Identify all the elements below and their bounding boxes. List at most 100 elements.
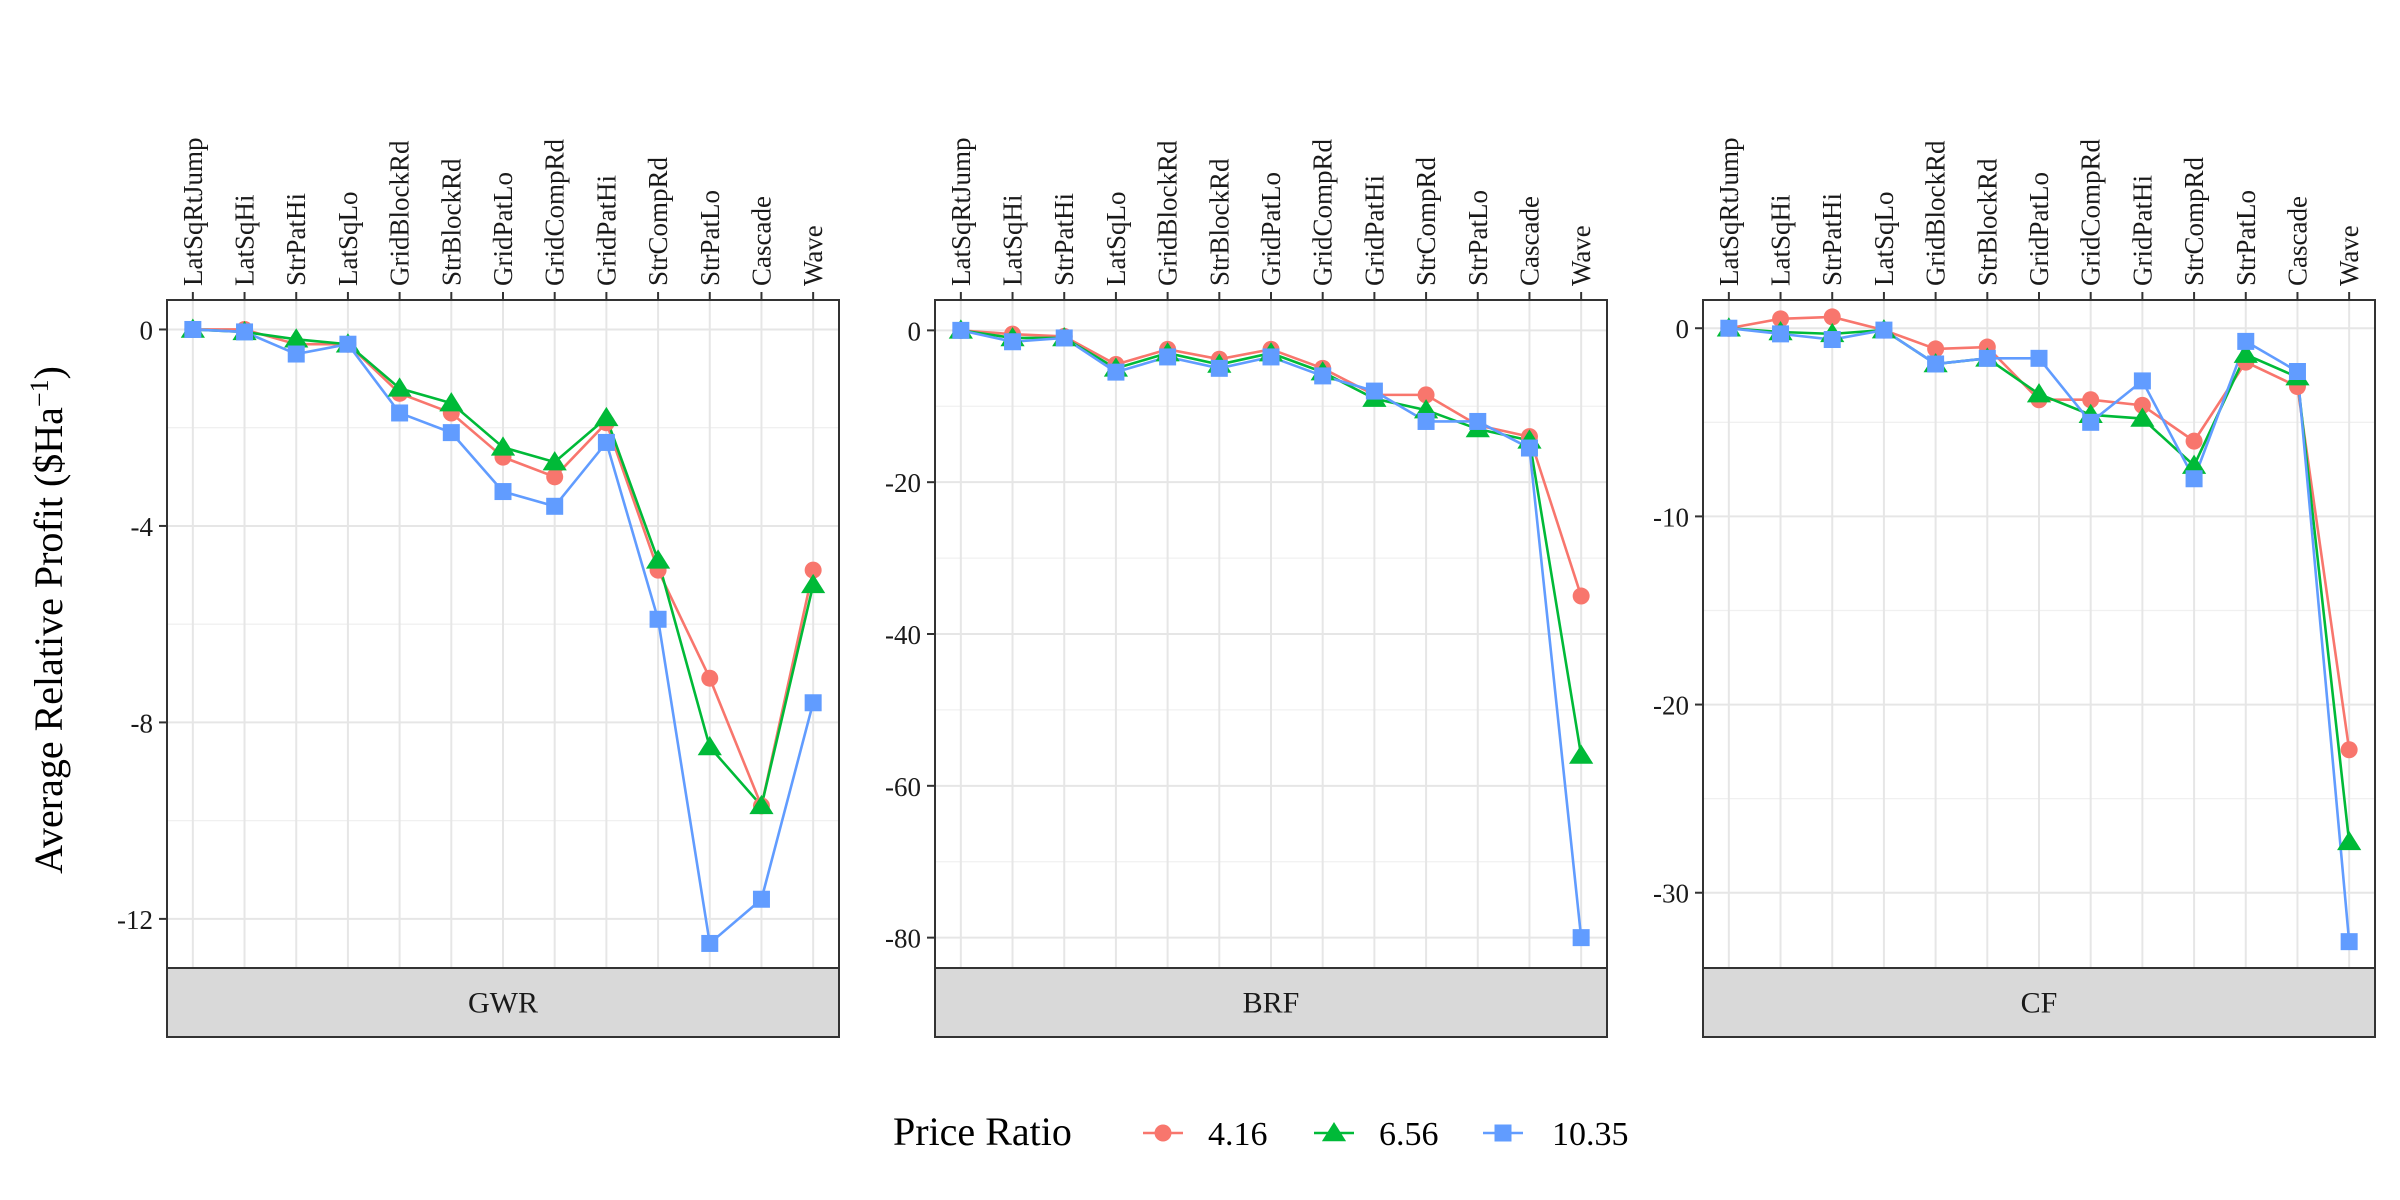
series-group (1716, 308, 2362, 951)
data-point (1365, 382, 1383, 400)
data-point (546, 497, 564, 515)
data-point (1004, 333, 1022, 351)
gridlines (935, 300, 1607, 968)
x-tick-label: LatSqHi (998, 195, 1028, 287)
data-point (2340, 741, 2358, 759)
data-point (1159, 348, 1177, 366)
y-axis-title: Average Relative Profit ($Ha−1) (25, 366, 72, 874)
x-tick-label: Wave (1566, 225, 1596, 286)
x-tick-label: GridCompRd (1308, 138, 1338, 286)
facet-strip (1702, 967, 2376, 1038)
data-point (1417, 386, 1435, 404)
data-point (752, 890, 770, 908)
data-point (391, 404, 409, 422)
data-point (2181, 454, 2207, 474)
data-point (2185, 470, 2203, 488)
x-tick-label: GridPatLo (1256, 172, 1286, 286)
y-tick-label: -12 (117, 905, 153, 935)
data-point (387, 377, 412, 397)
legend-label: 10.35 (1552, 1116, 1629, 1153)
gridlines (1703, 300, 2375, 968)
x-tick-label: LatSqLo (1869, 192, 1899, 287)
series-group (948, 319, 1594, 947)
data-point (701, 669, 719, 687)
data-point (1469, 412, 1487, 430)
x-tick-label: StrPatLo (1463, 190, 1493, 286)
x-tick-label: Cascade (2282, 196, 2312, 286)
data-point (1823, 331, 1841, 349)
y-tick-label: 0 (1676, 314, 1690, 344)
y-tick-label: -30 (1653, 879, 1689, 909)
data-point (1262, 348, 1280, 366)
x-tick-label: LatSqRtJump (946, 137, 976, 286)
y-axis-title-close: ) (26, 366, 71, 379)
data-point (1572, 587, 1590, 605)
legend: Price Ratio 4.16 6.56 10.35 (893, 1109, 1629, 1154)
x-tick-label: LatSqLo (333, 192, 363, 287)
data-point (1927, 355, 1945, 373)
legend-entry-6.56: 6.56 (1314, 1116, 1439, 1153)
x-tick-label: StrBlockRd (436, 158, 466, 286)
data-point (442, 424, 460, 442)
facet-strip-label: CF (2021, 987, 2058, 1020)
data-point (2288, 363, 2306, 381)
y-tick-label: -10 (1653, 502, 1689, 532)
y-axis-title-main: Average Relative Profit ($Ha (26, 407, 71, 874)
y-tick-label: -60 (885, 772, 921, 802)
data-point (801, 573, 826, 594)
data-point (649, 610, 667, 628)
data-point (952, 321, 970, 339)
x-tick-label: LatSqRtJump (1714, 137, 1744, 286)
data-point (2030, 349, 2048, 367)
x-tick-label: StrCompRd (1411, 156, 1441, 286)
data-point (597, 433, 615, 451)
data-point (494, 483, 512, 501)
legend-key-marker (1154, 1124, 1172, 1142)
legend-entry-4.16: 4.16 (1143, 1116, 1268, 1153)
x-axis-top: LatSqRtJump LatSqHi StrPatHi LatSqLo GridBlo… (1714, 137, 2364, 300)
x-tick-label: LatSqHi (1766, 195, 1796, 287)
data-point (1210, 359, 1228, 377)
x-tick-label: GridPatHi (2127, 175, 2157, 286)
data-point (1927, 340, 1945, 358)
x-tick-label: GridPatHi (1359, 175, 1389, 286)
data-point (2082, 413, 2100, 431)
x-tick-label: StrPatHi (1049, 193, 1079, 286)
data-point (1055, 329, 1073, 347)
y-tick-label: -80 (885, 924, 921, 954)
data-point (749, 794, 774, 815)
facet-strip-label: BRF (1243, 987, 1300, 1020)
data-point (2185, 432, 2203, 450)
x-axis-top: LatSqRtJump LatSqHi StrPatHi LatSqLo GridBlo… (178, 137, 828, 300)
legend-label: 4.16 (1208, 1116, 1268, 1153)
data-point (2130, 407, 2155, 427)
x-tick-label: Cascade (746, 196, 776, 286)
x-tick-label: Wave (2334, 225, 2364, 286)
data-point (2233, 343, 2258, 363)
legend-key-marker (1494, 1124, 1512, 1142)
y-tick-label: 0 (140, 315, 154, 345)
y-tick-label: -40 (885, 620, 921, 650)
x-tick-label: StrPatHi (281, 193, 311, 286)
x-axis-top: LatSqRtJump LatSqHi StrPatHi LatSqLo GridBlo… (946, 137, 1596, 300)
x-tick-label: StrPatHi (1817, 193, 1847, 286)
data-point (2026, 383, 2052, 403)
data-point (1823, 308, 1841, 326)
x-tick-label: GridPatHi (591, 175, 621, 286)
x-tick-label: StrPatLo (695, 190, 725, 286)
legend-key-marker (1321, 1122, 1347, 1142)
data-point (1875, 321, 1893, 339)
data-point (1772, 325, 1790, 343)
data-point (2082, 391, 2100, 409)
x-tick-label: GridPatLo (2024, 172, 2054, 286)
y-axis-title-superscript: −1 (25, 379, 54, 407)
x-tick-label: GridBlockRd (1153, 140, 1183, 286)
data-point (546, 468, 564, 486)
x-tick-label: GridCompRd (540, 138, 570, 286)
data-point (594, 406, 619, 427)
x-tick-label: StrBlockRd (1972, 158, 2002, 286)
data-point (2237, 332, 2255, 350)
x-tick-label: Cascade (1514, 196, 1544, 286)
